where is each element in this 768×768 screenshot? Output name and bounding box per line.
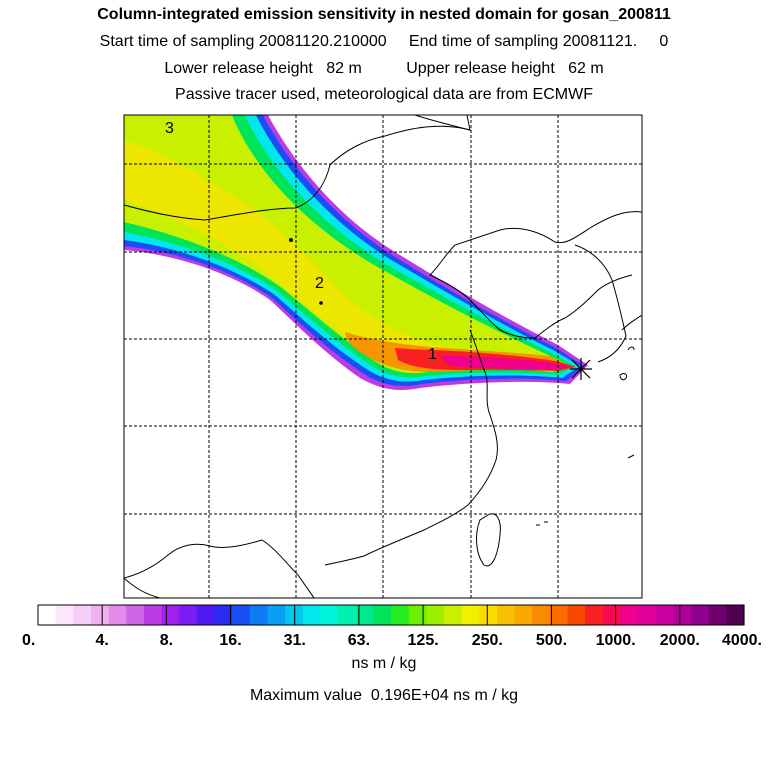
colorbar-swatch <box>443 605 463 625</box>
trajectory-label-2: 2 <box>315 275 324 292</box>
colorbar-tick-label: 4000. <box>722 632 762 649</box>
colorbar-frame <box>37 604 745 626</box>
colorbar-swatch <box>249 605 269 625</box>
colorbar-tick-label: 0. <box>22 632 35 649</box>
colorbar-swatch <box>585 605 604 625</box>
colorbar-swatch <box>514 605 533 625</box>
inland-lake <box>289 238 293 242</box>
colorbar-swatch <box>267 605 286 625</box>
map-frame <box>123 114 643 599</box>
release-height-line: Lower release height 82 m Upper release … <box>164 60 604 77</box>
colorbar-swatch <box>620 605 639 625</box>
sampling-time-line: Start time of sampling 20081120.210000 E… <box>99 33 669 50</box>
colorbar-swatch <box>179 605 198 625</box>
plume-layer-yellowgreen <box>124 115 570 374</box>
colorbar-swatch <box>426 605 445 625</box>
colorbar-swatch <box>691 605 710 625</box>
trajectory-label-3: 3 <box>165 120 174 137</box>
colorbar-swatch <box>602 605 622 625</box>
colorbar-swatch <box>320 605 339 625</box>
colorbar-swatch <box>338 605 357 625</box>
colorbar-swatch <box>285 605 304 625</box>
trajectory-label-1: 1 <box>428 346 437 363</box>
colorbar-swatch <box>355 605 374 625</box>
colorbar-swatch <box>38 605 57 625</box>
colorbar-swatch <box>108 605 127 625</box>
colorbar-tick-label: 8. <box>160 632 173 649</box>
colorbar-swatch <box>391 605 410 625</box>
colorbar-tick-label: 125. <box>408 632 439 649</box>
colorbar-tick-label: 4. <box>96 632 109 649</box>
colorbar-swatch <box>408 605 427 625</box>
colorbar-swatch <box>73 605 92 625</box>
colorbar-swatch <box>708 605 727 625</box>
colorbar-tick-label: 500. <box>536 632 567 649</box>
tracer-info-line: Passive tracer used, meteorological data… <box>175 86 593 103</box>
colorbar-swatch <box>55 605 74 625</box>
colorbar-swatch <box>90 605 110 625</box>
colorbar-swatch <box>214 605 233 625</box>
colorbar-swatch <box>196 605 216 625</box>
colorbar-swatch <box>655 605 674 625</box>
colorbar-swatch <box>373 605 392 625</box>
colorbar-swatch <box>549 605 569 625</box>
colorbar-swatch <box>567 605 586 625</box>
maximum-value: Maximum value 0.196E+04 ns m / kg <box>249 687 519 704</box>
chart-title: Column-integrated emission sensitivity i… <box>97 6 671 23</box>
colorbar-swatch <box>479 605 498 625</box>
colorbar-ticks: 0. 4. 8. 16. 31. 63. 125. 250. 500. 1000. 2000. 400… <box>22 605 762 649</box>
colorbar-swatch <box>161 605 180 625</box>
plume-layer-yellow <box>124 140 520 369</box>
colorbar-swatch <box>143 605 163 625</box>
colorbar-tick-label: 31. <box>284 632 306 649</box>
gridlines <box>124 115 642 598</box>
colorbar-swatch <box>673 605 692 625</box>
colorbar-swatch <box>302 605 321 625</box>
colorbar-tick-label: 250. <box>472 632 503 649</box>
colorbar-tick-label: 2000. <box>660 632 700 649</box>
plume-layer-magenta <box>440 356 572 370</box>
colorbar-tick-label: 63. <box>348 632 370 649</box>
coastlines <box>124 115 642 598</box>
colorbar-swatch <box>496 605 516 625</box>
colorbar-swatch <box>126 605 145 625</box>
colorbar-swatch <box>232 605 251 625</box>
colorbar-swatch <box>461 605 480 625</box>
colorbar-swatch <box>532 605 551 625</box>
position-marker-2 <box>319 301 323 305</box>
receptor-marker <box>570 358 592 380</box>
colorbar-tick-label: 1000. <box>596 632 636 649</box>
colorbar-swatch <box>726 605 745 625</box>
colorbar-unit: ns m / kg <box>351 655 417 672</box>
colorbar-swatch <box>638 605 657 625</box>
colorbar-tick-label: 16. <box>219 632 241 649</box>
colorbar <box>38 605 745 625</box>
